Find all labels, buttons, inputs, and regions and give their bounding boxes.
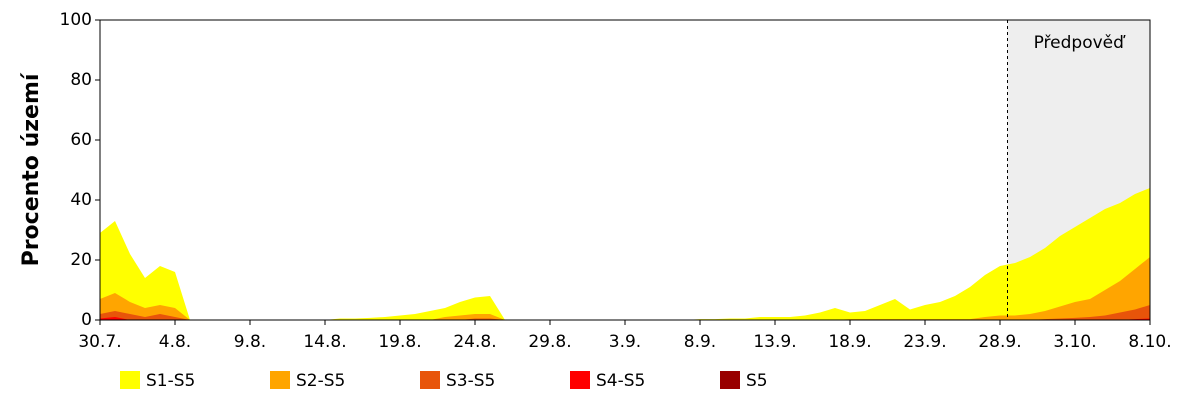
y-tick-label: 20 (70, 250, 92, 270)
y-tick-label: 0 (81, 310, 92, 330)
legend-swatch (120, 371, 140, 389)
y-tick-label: 80 (70, 70, 92, 90)
legend-swatch (420, 371, 440, 389)
area (100, 257, 1150, 320)
legend-swatch (720, 371, 740, 389)
legend-label: S5 (746, 371, 768, 391)
legend-label: S2-S5 (296, 371, 345, 391)
y-tick-label: 60 (70, 130, 92, 150)
x-tick-label: 9.8. (234, 332, 266, 352)
x-tick-label: 3.10. (1053, 332, 1096, 352)
x-tick-label: 30.7. (78, 332, 121, 352)
x-tick-label: 29.8. (528, 332, 571, 352)
x-tick-label: 8.10. (1128, 332, 1171, 352)
x-tick-label: 23.9. (903, 332, 946, 352)
x-tick-label: 19.8. (378, 332, 421, 352)
y-tick-label: 100 (60, 10, 92, 30)
x-tick-label: 8.9. (684, 332, 716, 352)
x-tick-label: 24.8. (453, 332, 496, 352)
x-tick-label: 28.9. (978, 332, 1021, 352)
x-tick-label: 18.9. (828, 332, 871, 352)
area (100, 188, 1150, 320)
legend-label: S3-S5 (446, 371, 495, 391)
x-tick-label: 3.9. (609, 332, 641, 352)
legend-label: S1-S5 (146, 371, 195, 391)
y-axis-label: Procento území (19, 72, 44, 266)
legend-label: S4-S5 (596, 371, 645, 391)
forecast-label: Předpověď (1034, 33, 1127, 53)
y-tick-label: 40 (70, 190, 92, 210)
x-tick-label: 14.8. (303, 332, 346, 352)
legend-swatch (570, 371, 590, 389)
x-tick-label: 13.9. (753, 332, 796, 352)
legend-swatch (270, 371, 290, 389)
x-tick-label: 4.8. (159, 332, 191, 352)
